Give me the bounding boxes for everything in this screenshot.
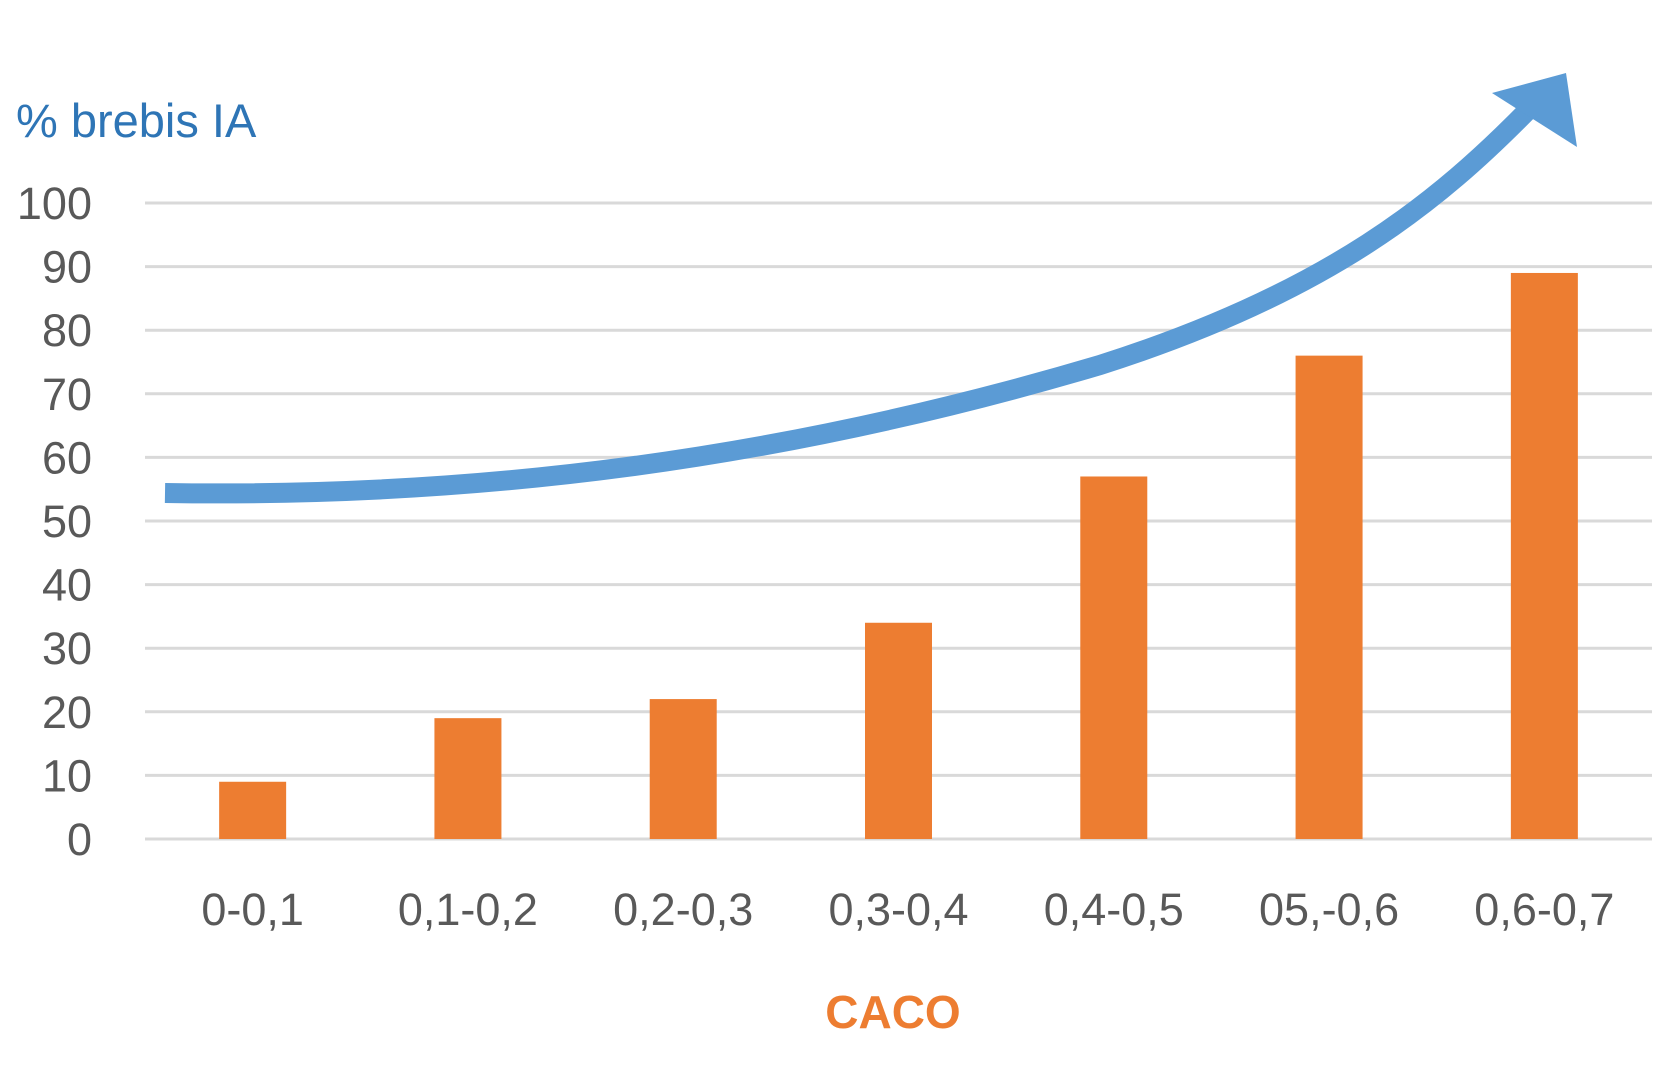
bar xyxy=(649,699,717,839)
y-tick-label: 100 xyxy=(17,178,92,229)
y-tick-label: 30 xyxy=(42,623,92,674)
x-tick-label: 0,3-0,4 xyxy=(828,884,968,935)
y-tick-label: 80 xyxy=(42,305,92,356)
x-tick-label: 0-0,1 xyxy=(201,884,304,935)
bar xyxy=(1510,272,1578,840)
y-tick-label: 60 xyxy=(42,432,92,483)
bars xyxy=(219,272,1578,840)
y-tick-label: 20 xyxy=(42,687,92,738)
bar xyxy=(865,622,932,839)
trend-arrow-shaft xyxy=(164,101,1538,504)
x-tick-label: 0,1-0,2 xyxy=(398,884,538,935)
y-axis-label: % brebis IA xyxy=(16,94,257,147)
x-axis-ticks: 0-0,1 0,1-0,2 0,2-0,3 0,3-0,4 0,4-0,5 05,-0,6… xyxy=(201,884,1614,935)
y-axis-ticks: 0 10 20 30 40 50 60 70 80 90 100 xyxy=(17,178,92,865)
y-tick-label: 90 xyxy=(42,242,92,293)
y-tick-label: 10 xyxy=(42,750,92,801)
y-tick-label: 50 xyxy=(42,496,92,547)
y-tick-label: 40 xyxy=(42,560,92,611)
x-tick-label: 0,2-0,3 xyxy=(613,884,753,935)
x-tick-label: 0,6-0,7 xyxy=(1474,884,1614,935)
y-tick-label: 0 xyxy=(67,814,92,865)
bar xyxy=(219,781,287,839)
x-tick-label: 0,4-0,5 xyxy=(1044,884,1184,935)
bar xyxy=(1080,476,1148,839)
x-axis-label: CACO xyxy=(825,986,960,1038)
bar xyxy=(1295,355,1363,839)
trend-arrow-head xyxy=(1492,73,1577,147)
bar xyxy=(434,718,502,839)
gridlines xyxy=(145,201,1652,841)
y-tick-label: 70 xyxy=(42,369,92,420)
x-tick-label: 05,-0,6 xyxy=(1259,884,1399,935)
